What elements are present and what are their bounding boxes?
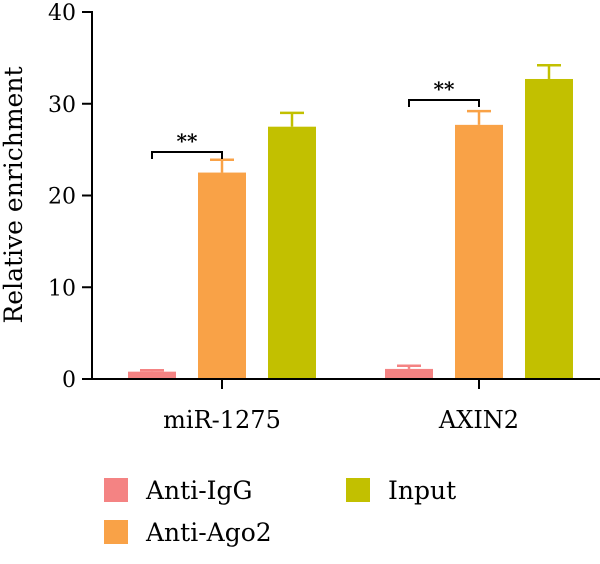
bar-anti-igg-mir-1275 (128, 371, 176, 379)
x-tick-label: AXIN2 (438, 406, 519, 434)
bar-input-mir-1275 (268, 126, 316, 379)
bar-input-axin2 (525, 78, 573, 379)
y-tick-label: 0 (62, 368, 76, 393)
y-tick-label: 20 (48, 185, 76, 210)
error-bar (537, 63, 561, 79)
significance-label: ** (177, 129, 198, 153)
significance-bracket: ** (151, 129, 223, 159)
bar-anti-ago2-axin2 (455, 124, 503, 379)
legend-item-anti-ago2: Anti-Ago2 (104, 518, 272, 547)
y-axis-label: Relative enrichment (0, 66, 28, 323)
significance-label: ** (434, 77, 455, 101)
significance-bracket: ** (408, 77, 480, 107)
bars-layer (128, 78, 573, 379)
axes-layer: 0 10 20 30 40 miR-1275 AXIN2 (48, 1, 600, 434)
legend-label: Anti-IgG (145, 476, 253, 505)
legend-swatch (346, 478, 370, 502)
legend-swatch (104, 478, 128, 502)
error-bars-layer (140, 63, 561, 372)
legend: Anti-IgG Anti-Ago2 Input (104, 476, 456, 547)
significance-layer: ** ** (151, 77, 480, 159)
bar-anti-ago2-mir-1275 (198, 172, 246, 379)
legend-swatch (104, 520, 128, 544)
error-bar (397, 364, 421, 369)
error-bar (280, 111, 304, 127)
legend-item-input: Input (346, 476, 456, 505)
error-bar (140, 369, 164, 372)
y-tick-label: 10 (48, 276, 76, 301)
y-tick-label: 40 (48, 1, 76, 26)
legend-label: Input (388, 476, 456, 505)
bar-anti-igg-axin2 (385, 368, 433, 379)
error-bar (467, 109, 491, 125)
x-tick-label: miR-1275 (163, 406, 281, 434)
legend-label: Anti-Ago2 (145, 518, 272, 547)
y-tick-label: 30 (48, 93, 76, 118)
error-bar (210, 158, 234, 173)
legend-item-anti-igg: Anti-IgG (104, 476, 253, 505)
